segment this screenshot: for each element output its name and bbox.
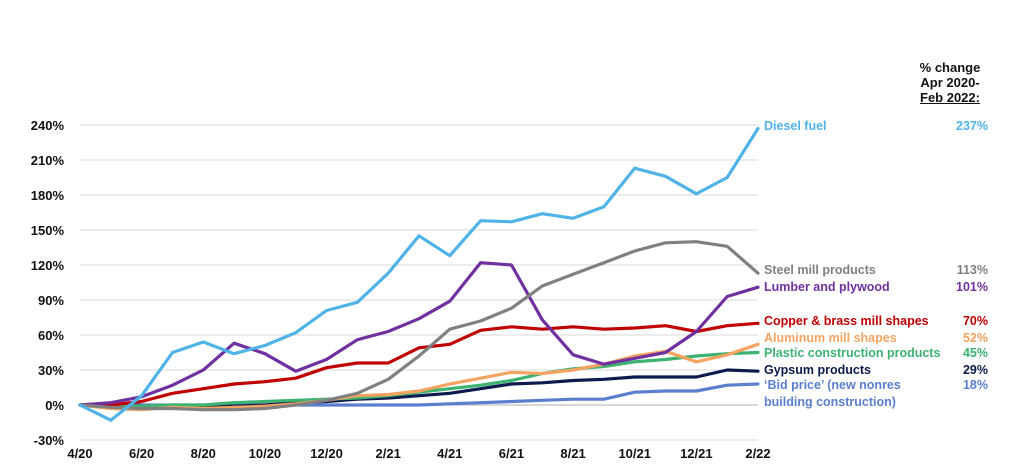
- series-percent-change: 101%: [956, 280, 988, 294]
- y-tick-label: 60%: [38, 328, 64, 343]
- series-percent-change: 237%: [956, 119, 988, 133]
- y-tick-label: 90%: [38, 293, 64, 308]
- x-tick-label: 6/21: [499, 446, 524, 461]
- y-tick-label: -30%: [34, 433, 65, 448]
- y-tick-label: 210%: [31, 153, 65, 168]
- x-tick-label: 2/22: [745, 446, 770, 461]
- series-line: [78, 240, 760, 412]
- header-line-3: Feb 2022:: [920, 90, 980, 105]
- series-label-line: ‘Bid price’ (new nonres: [764, 378, 901, 392]
- series-label: Gypsum products: [764, 363, 871, 377]
- y-tick-label: 150%: [31, 223, 65, 238]
- x-tick-label: 10/20: [249, 446, 282, 461]
- series-line: [78, 368, 760, 408]
- x-tick-label: 2/21: [376, 446, 401, 461]
- x-tick-label: 12/20: [310, 446, 343, 461]
- series-label: ‘Bid price’ (new nonres building construc…: [764, 378, 901, 409]
- x-tick-label: 8/20: [191, 446, 216, 461]
- series-line: [78, 321, 760, 407]
- y-tick-label: 30%: [38, 363, 64, 378]
- series-percent-change: 70%: [963, 314, 988, 328]
- x-tick-label: 8/21: [560, 446, 585, 461]
- series-percent-change: 45%: [963, 346, 988, 360]
- series-label: Aluminum mill shapes: [764, 331, 897, 345]
- series-label-line: Aluminum mill shapes: [764, 331, 897, 345]
- series-label-line: building construction): [764, 395, 896, 409]
- x-tick-label: 12/21: [680, 446, 713, 461]
- series-percent-change: 113%: [957, 263, 988, 277]
- series-percent-change: 29%: [963, 363, 988, 377]
- header-line-1: % change: [919, 60, 981, 75]
- series-label-line: Plastic construction products: [764, 346, 940, 360]
- series-label-line: Copper & brass mill shapes: [764, 314, 929, 328]
- x-tick-label: 10/21: [618, 446, 651, 461]
- series-label: Steel mill products: [764, 263, 876, 277]
- y-tick-label: 240%: [31, 118, 65, 133]
- y-tick-label: 0%: [45, 398, 64, 413]
- header-line-2: Apr 2020-: [920, 75, 980, 90]
- series-line: [78, 261, 760, 407]
- series-label: Lumber and plywood: [764, 280, 890, 294]
- percent-change-header: % change Apr 2020- Feb 2022:: [905, 60, 995, 105]
- series-percent-change: 52%: [963, 331, 988, 345]
- x-tick-label: 4/20: [67, 446, 92, 461]
- series-line: [78, 126, 760, 422]
- y-tick-label: 120%: [31, 258, 65, 273]
- y-tick-label: 180%: [31, 188, 65, 203]
- series-label: Copper & brass mill shapes: [764, 314, 929, 328]
- series-label-line: Diesel fuel: [764, 119, 827, 133]
- series-percent-change: 18%: [963, 378, 988, 392]
- series-label-line: Lumber and plywood: [764, 280, 890, 294]
- series-label-line: Gypsum products: [764, 363, 871, 377]
- series-label: Diesel fuel: [764, 119, 827, 133]
- series-label: Plastic construction products: [764, 346, 940, 360]
- x-tick-label: 6/20: [129, 446, 154, 461]
- series-label-line: Steel mill products: [764, 263, 876, 277]
- x-tick-label: 4/21: [437, 446, 462, 461]
